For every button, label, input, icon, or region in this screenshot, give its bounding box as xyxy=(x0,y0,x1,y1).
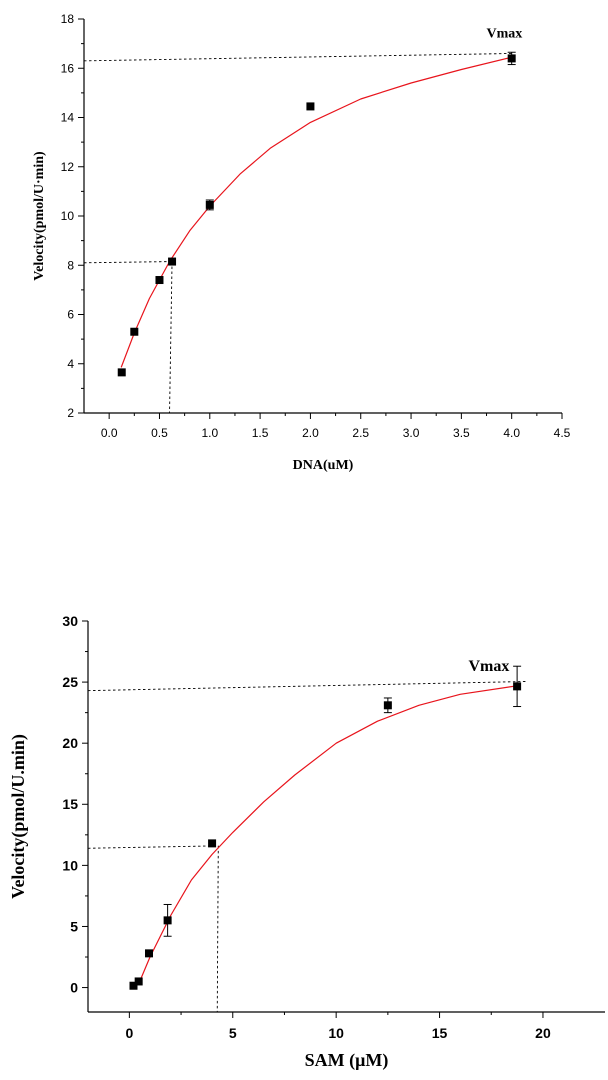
chart-dna: 0.0 0.5 1.0 1.5 2.0 2.5 3.0 3.5 4.0 4.5 2 4 6 8 10 12 14… xyxy=(0,0,608,500)
chart-dna-plot: 0.0 0.5 1.0 1.5 2.0 2.5 3.0 3.5 4.0 4.5 2 4 6 8 10 12 14… xyxy=(32,12,571,473)
dna-y-tick-label: 2 xyxy=(67,406,74,420)
sam-data-point xyxy=(134,977,143,986)
sam-y-tick-label: 20 xyxy=(62,735,78,751)
dna-x-tick-label: 3.0 xyxy=(403,426,420,440)
sam-guide-line xyxy=(216,845,219,1013)
dna-data-point xyxy=(168,257,177,266)
dna-x-axis-title: DNA(uM) xyxy=(293,458,354,473)
dna-data-point xyxy=(205,200,214,209)
dna-guide-line xyxy=(169,261,173,414)
sam-y-tick-label: 30 xyxy=(62,613,78,629)
dna-x-tick-label: 4.0 xyxy=(503,426,520,440)
dna-y-tick-label: 8 xyxy=(67,258,74,272)
dna-data-point xyxy=(306,102,315,111)
dna-guide-line xyxy=(83,53,512,62)
dna-guide-line xyxy=(83,261,173,264)
sam-y-tick-label: 15 xyxy=(62,796,78,812)
dna-y-tick-label: 12 xyxy=(61,160,75,174)
dna-x-tick-label: 1.0 xyxy=(201,426,218,440)
dna-y-tick-label: 18 xyxy=(61,12,75,26)
dna-y-tick-label: 4 xyxy=(67,357,74,371)
sam-y-tick-label: 5 xyxy=(70,918,78,934)
sam-annotation: Vmax xyxy=(469,658,510,675)
dna-data-point xyxy=(155,276,164,285)
dna-x-tick-label: 3.5 xyxy=(453,426,470,440)
dna-data-point xyxy=(130,327,139,336)
sam-y-tick-label: 25 xyxy=(62,674,78,690)
sam-y-axis-title: Velocity(pmol/U.min) xyxy=(8,734,29,899)
sam-x-tick-label: 0 xyxy=(125,1025,133,1041)
dna-annotation: Vmax xyxy=(487,26,523,41)
sam-data-point xyxy=(208,839,217,848)
sam-data-point xyxy=(145,949,154,958)
sam-x-tick-label: 20 xyxy=(535,1025,551,1041)
chart-sam: 0 5 10 15 20 0 5 10 15 20 25 30 Vmax SAM (μM) Velocity… xyxy=(0,600,608,1080)
dna-x-tick-label: 2.0 xyxy=(302,426,319,440)
dna-x-tick-label: 0.5 xyxy=(151,426,168,440)
sam-data-point xyxy=(513,682,522,691)
dna-x-tick-label: 0.0 xyxy=(101,426,118,440)
sam-y-tick-label: 0 xyxy=(70,979,78,995)
dna-x-tick-label: 4.5 xyxy=(554,426,571,440)
sam-data-point xyxy=(129,981,138,990)
sam-fit-curve xyxy=(138,685,518,985)
chart-sam-plot: 0 5 10 15 20 0 5 10 15 20 25 30 Vmax SAM (μM) Velocity… xyxy=(8,613,605,1071)
dna-y-axis-title: Velocity(pmol/U·min) xyxy=(32,151,47,281)
sam-guide-line xyxy=(87,681,527,692)
sam-x-tick-label: 15 xyxy=(432,1025,448,1041)
sam-data-point xyxy=(163,916,172,925)
sam-data-point xyxy=(383,701,392,710)
dna-y-tick-label: 6 xyxy=(67,308,74,322)
dna-data-point xyxy=(507,54,516,63)
sam-x-tick-label: 5 xyxy=(229,1025,237,1041)
dna-y-tick-label: 16 xyxy=(61,61,75,75)
dna-data-point xyxy=(117,368,126,377)
sam-x-tick-label: 10 xyxy=(328,1025,344,1041)
dna-x-tick-label: 1.5 xyxy=(252,426,269,440)
sam-guide-line xyxy=(87,845,219,849)
sam-x-axis-title: SAM (μM) xyxy=(305,1050,389,1071)
sam-y-tick-label: 10 xyxy=(62,857,78,873)
dna-y-tick-label: 14 xyxy=(61,111,75,125)
dna-fit-curve xyxy=(120,56,512,368)
dna-y-tick-label: 10 xyxy=(61,209,75,223)
dna-x-tick-label: 2.5 xyxy=(352,426,369,440)
